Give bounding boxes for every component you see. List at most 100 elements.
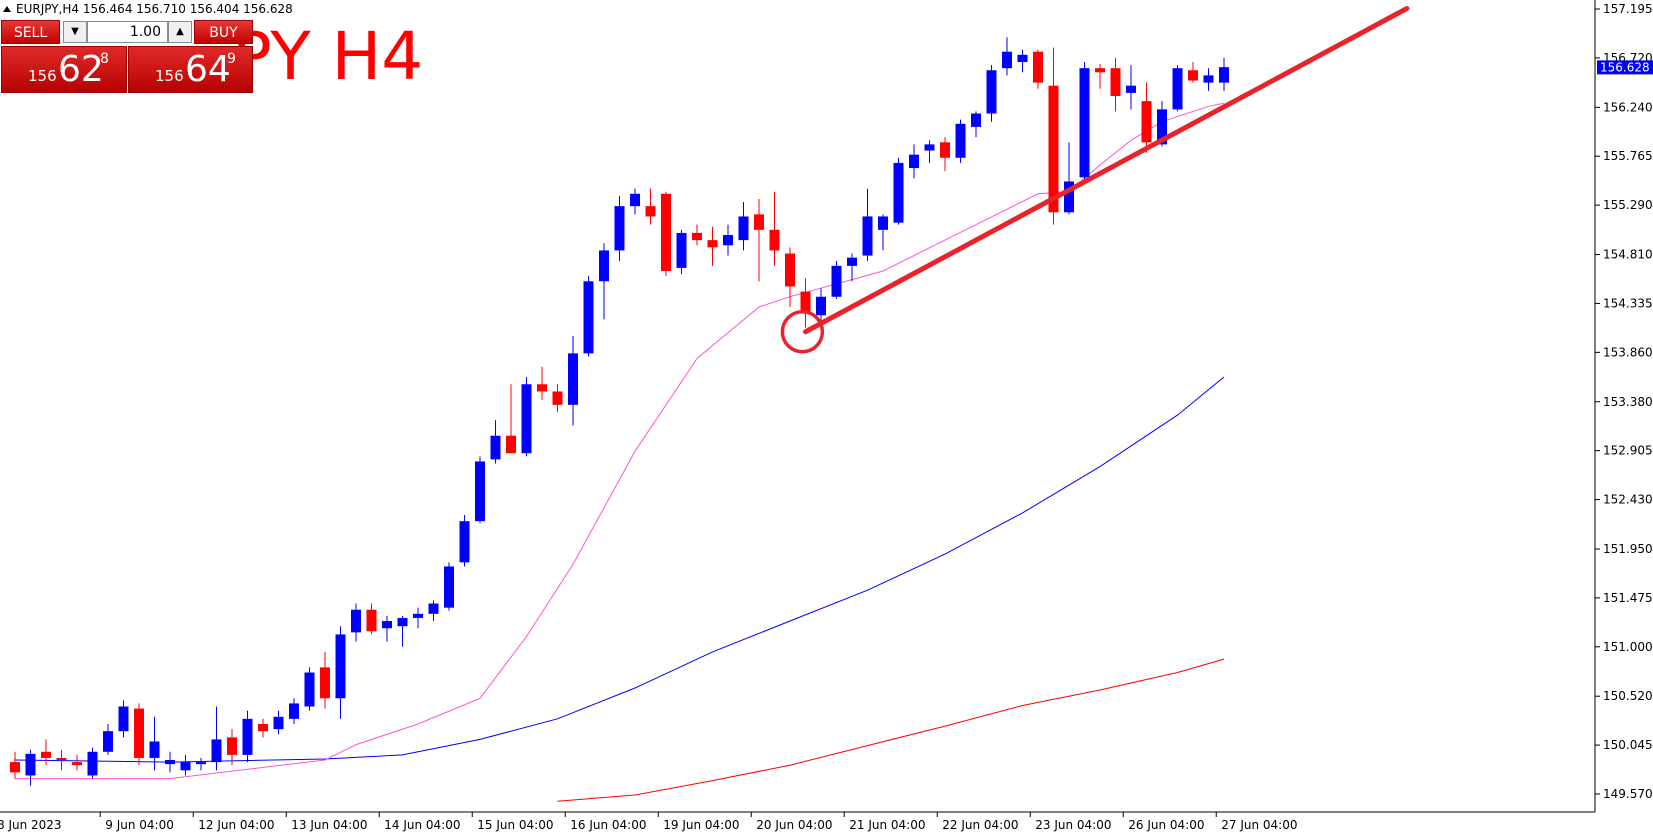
candle-body — [599, 250, 609, 282]
candle-body — [1079, 68, 1090, 178]
candle-body — [1188, 70, 1198, 81]
y-tick-label: 151.000 — [1603, 640, 1653, 654]
candle-body — [552, 391, 563, 405]
sell-price-big: 62 — [58, 49, 104, 90]
x-tick-label: 13 Jun 04:00 — [291, 818, 367, 832]
candle-body — [428, 603, 439, 614]
candle-body — [506, 435, 516, 454]
price-axis[interactable]: 157.195156.720156.240155.765155.290154.8… — [1595, 2, 1653, 801]
candle-body — [940, 142, 950, 158]
candle-body — [816, 296, 826, 316]
candle-body — [118, 706, 129, 732]
candle-body — [211, 739, 222, 763]
current-price-label: 156.628 — [1600, 60, 1650, 74]
candle-body — [614, 206, 625, 251]
candle-body — [444, 566, 454, 608]
candle-body — [1172, 68, 1183, 110]
candle-body — [862, 216, 873, 256]
candle-body — [924, 144, 935, 151]
candle-body — [986, 70, 997, 114]
candle-body — [180, 762, 191, 771]
y-tick-label: 156.240 — [1603, 100, 1653, 114]
candle-body — [847, 257, 857, 266]
collapse-triangle-icon[interactable] — [3, 6, 11, 12]
candle-body — [1219, 67, 1229, 83]
buy-price-prefix: 156 — [155, 67, 184, 85]
candle-body — [785, 253, 795, 287]
buy-price-big: 64 — [185, 49, 231, 90]
candle-body — [1033, 51, 1043, 83]
y-tick-label: 152.430 — [1603, 493, 1653, 507]
trendline[interactable] — [803, 5, 1410, 335]
candle-body — [707, 240, 718, 248]
candle-body — [1002, 51, 1012, 69]
candle-body — [676, 232, 687, 268]
x-tick-label: 15 Jun 04:00 — [477, 818, 553, 832]
candle-body — [800, 291, 811, 313]
ma-slow-line — [557, 658, 1225, 802]
y-tick-label: 152.905 — [1603, 444, 1653, 458]
candle-body — [1048, 85, 1059, 213]
x-tick-label: 23 Jun 04:00 — [1035, 818, 1111, 832]
big-chart-title: PY H4 — [232, 18, 423, 95]
sell-button[interactable]: SELL — [1, 20, 60, 44]
candle-body — [661, 193, 671, 272]
buy-price-box[interactable]: 156 64 9 — [128, 46, 253, 93]
candle-body — [878, 216, 888, 230]
buy-button[interactable]: BUY — [194, 20, 253, 44]
candle-body — [723, 234, 733, 246]
x-tick-label: 8 Jun 2023 — [0, 818, 62, 832]
x-tick-label: 9 Jun 04:00 — [105, 818, 174, 832]
candle-body — [583, 281, 594, 354]
highlight-circle[interactable] — [780, 310, 825, 354]
candle-body — [971, 113, 981, 127]
x-tick-label: 19 Jun 04:00 — [663, 818, 739, 832]
lot-size-input[interactable] — [87, 21, 168, 43]
y-tick-label: 151.950 — [1603, 542, 1653, 556]
sell-price-box[interactable]: 156 62 8 — [1, 46, 127, 93]
annotations — [780, 5, 1410, 354]
candle-body — [25, 753, 36, 776]
candle-body — [1110, 68, 1121, 96]
candle-body — [475, 461, 485, 522]
y-tick-label: 150.520 — [1603, 689, 1653, 703]
lot-increase-button[interactable]: ▲ — [168, 21, 192, 43]
candle-body — [490, 435, 501, 460]
ma-mid-line — [14, 376, 1225, 763]
candle-body — [413, 613, 423, 618]
candle-body — [568, 353, 578, 405]
moving-averages — [14, 102, 1225, 802]
candle-body — [397, 617, 408, 627]
candle-body — [351, 609, 361, 633]
candle-body — [72, 762, 82, 766]
current-price-marker — [1597, 60, 1653, 75]
candle-body — [165, 760, 175, 765]
x-tick-label: 26 Jun 04:00 — [1128, 818, 1204, 832]
candle-body — [134, 708, 144, 758]
candlesticks — [10, 37, 1229, 786]
ma-fast-line — [15, 102, 1225, 780]
candle-body — [382, 621, 392, 629]
candle-body — [242, 718, 253, 755]
candle-body — [1017, 54, 1028, 63]
candle-body — [87, 751, 98, 776]
y-tick-label: 153.380 — [1603, 395, 1653, 409]
y-tick-label: 155.765 — [1603, 149, 1653, 163]
candle-body — [893, 162, 904, 223]
candle-body — [955, 123, 966, 158]
candle-body — [366, 609, 377, 632]
candle-body — [1141, 101, 1152, 143]
time-axis[interactable]: 8 Jun 2023 9 Jun 04:00 12 Jun 04:00 13 Jun … — [0, 812, 1297, 832]
x-tick-label: 14 Jun 04:00 — [384, 818, 460, 832]
candle-body — [630, 193, 640, 207]
candle-body — [103, 731, 113, 752]
lot-decrease-button[interactable]: ▼ — [63, 21, 87, 43]
candle-body — [41, 751, 51, 758]
y-tick-label: 154.810 — [1603, 248, 1653, 262]
one-click-trading-panel: SELL ▼ ▲ BUY 156 62 8 156 64 9 — [1, 20, 253, 93]
candle-body — [831, 265, 842, 297]
x-tick-label: 21 Jun 04:00 — [849, 818, 925, 832]
candle-body — [738, 216, 749, 241]
candle-body — [320, 667, 330, 699]
